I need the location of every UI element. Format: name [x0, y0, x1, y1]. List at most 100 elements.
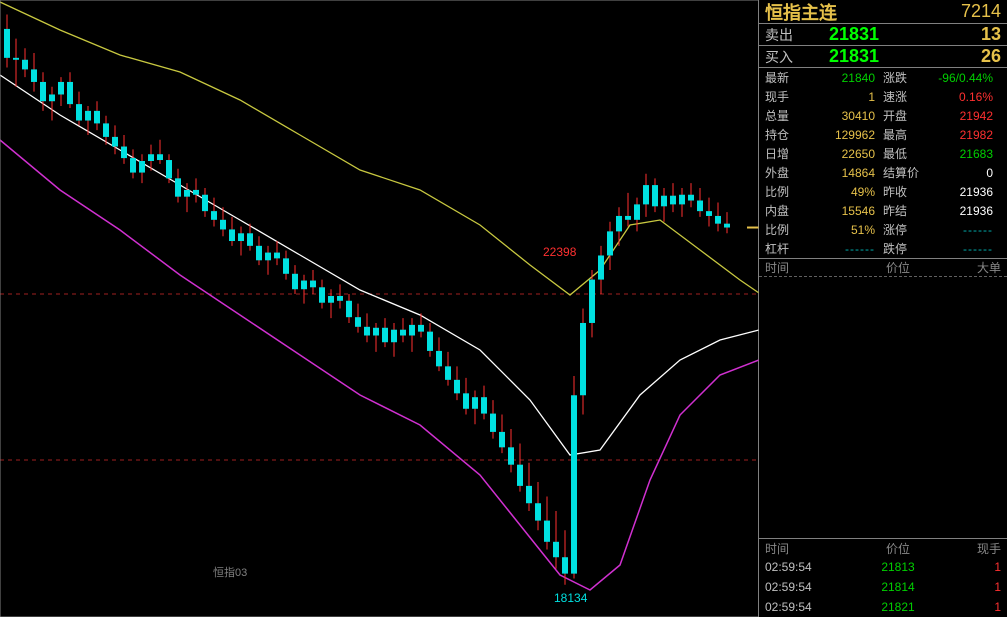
stats-label: 外盘: [765, 164, 805, 181]
stats-value: 49%: [805, 185, 883, 199]
bid-label: 买入: [765, 47, 809, 67]
stats-value: 15546: [805, 204, 883, 218]
stats-cell: 涨停------: [883, 221, 1001, 238]
tick-time: 02:59:54: [765, 600, 845, 614]
stats-grid: 最新21840涨跌-96/0.44%现手1速涨0.16%总量30410开盘219…: [759, 68, 1007, 259]
stats-cell: 最新21840: [765, 69, 883, 86]
stats-label: 杠杆: [765, 240, 805, 257]
stats-label: 开盘: [883, 107, 923, 124]
tick-row: 02:59:54218131: [759, 557, 1007, 577]
stats-value: ------: [805, 242, 883, 256]
tick-header-price: 价位: [845, 259, 951, 276]
stats-cell: 最高21982: [883, 126, 1001, 143]
stats-value: 1: [805, 90, 883, 104]
stats-row: 比例51%涨停------: [759, 220, 1007, 239]
stats-label: 涨跌: [883, 69, 923, 86]
stats-label: 比例: [765, 183, 805, 200]
tick-header-bigorder: 大单: [951, 259, 1001, 276]
stats-row: 最新21840涨跌-96/0.44%: [759, 68, 1007, 87]
tick-rows: 02:59:5421813102:59:5421814102:59:542182…: [759, 557, 1007, 617]
stats-row: 内盘15546昨结21936: [759, 201, 1007, 220]
ask-price: 21831: [809, 24, 961, 45]
stats-row: 总量30410开盘21942: [759, 106, 1007, 125]
stats-label: 速涨: [883, 88, 923, 105]
stats-label: 日增: [765, 145, 805, 162]
stats-label: 昨收: [883, 183, 923, 200]
stats-label: 内盘: [765, 202, 805, 219]
stats-cell: 最低21683: [883, 145, 1001, 162]
tick-footer-vol: 现手: [951, 540, 1001, 557]
stats-label: 结算价: [883, 164, 923, 181]
tick-header-time: 时间: [765, 259, 845, 276]
stats-cell: 开盘21942: [883, 107, 1001, 124]
tick-footer-header: 时间 价位 现手: [759, 539, 1007, 557]
stats-value: 21683: [923, 147, 1001, 161]
stats-cell: 外盘14864: [765, 164, 883, 181]
stats-row: 现手1速涨0.16%: [759, 87, 1007, 106]
stats-value: 51%: [805, 223, 883, 237]
stats-label: 现手: [765, 88, 805, 105]
bid-row: 买入 21831 26: [759, 46, 1007, 68]
chart-area[interactable]: 22398 18134 恒指03: [0, 0, 759, 617]
tick-vol: 1: [951, 600, 1001, 614]
tick-vol: 1: [951, 580, 1001, 594]
bid-price: 21831: [809, 46, 961, 67]
tick-time: 02:59:54: [765, 560, 845, 574]
tick-price: 21821: [845, 600, 951, 614]
stats-value: 21982: [923, 128, 1001, 142]
stats-cell: 昨结21936: [883, 202, 1001, 219]
stats-cell: 比例51%: [765, 221, 883, 238]
tick-row: 02:59:54218211: [759, 597, 1007, 617]
ask-label: 卖出: [765, 25, 809, 45]
ask-volume: 13: [961, 24, 1001, 45]
tick-price: 21814: [845, 580, 951, 594]
stats-cell: 昨收21936: [883, 183, 1001, 200]
stats-value: 22650: [805, 147, 883, 161]
stats-cell: 杠杆------: [765, 240, 883, 257]
stats-label: 最低: [883, 145, 923, 162]
stats-value: 129962: [805, 128, 883, 142]
stats-cell: 现手1: [765, 88, 883, 105]
stats-label: 持仓: [765, 126, 805, 143]
svg-text:22398: 22398: [543, 245, 577, 259]
stats-label: 最新: [765, 69, 805, 86]
svg-text:恒指03: 恒指03: [213, 565, 247, 579]
bid-volume: 26: [961, 46, 1001, 67]
stats-cell: 总量30410: [765, 107, 883, 124]
stats-cell: 内盘15546: [765, 202, 883, 219]
instrument-title-row: 恒指主连 7214: [759, 0, 1007, 24]
stats-cell: 涨跌-96/0.44%: [883, 69, 1001, 86]
stats-value: 14864: [805, 166, 883, 180]
main-container: 22398 18134 恒指03 恒指主连 7214 卖出 21831 13 买入 …: [0, 0, 1007, 617]
stats-label: 跌停: [883, 240, 923, 257]
stats-cell: 结算价0: [883, 164, 1001, 181]
chart-svg: 22398 18134 恒指03: [0, 0, 759, 617]
svg-text:18134: 18134: [554, 591, 588, 605]
stats-value: ------: [923, 242, 1001, 256]
stats-value: -96/0.44%: [923, 71, 1001, 85]
stats-row: 持仓129962最高21982: [759, 125, 1007, 144]
instrument-name: 恒指主连: [765, 0, 961, 25]
stats-cell: 速涨0.16%: [883, 88, 1001, 105]
stats-cell: 跌停------: [883, 240, 1001, 257]
sidebar: 恒指主连 7214 卖出 21831 13 买入 21831 26 最新2184…: [759, 0, 1007, 617]
stats-row: 日增22650最低21683: [759, 144, 1007, 163]
stats-label: 涨停: [883, 221, 923, 238]
stats-value: 21936: [923, 185, 1001, 199]
stats-value: 30410: [805, 109, 883, 123]
tick-blank-area: [759, 277, 1007, 539]
stats-value: 21840: [805, 71, 883, 85]
stats-value: 21942: [923, 109, 1001, 123]
tick-row: 02:59:54218141: [759, 577, 1007, 597]
stats-label: 比例: [765, 221, 805, 238]
stats-value: 0.16%: [923, 90, 1001, 104]
tick-vol: 1: [951, 560, 1001, 574]
ask-row: 卖出 21831 13: [759, 24, 1007, 46]
tick-price: 21813: [845, 560, 951, 574]
stats-value: ------: [923, 223, 1001, 237]
stats-cell: 持仓129962: [765, 126, 883, 143]
stats-row: 比例49%昨收21936: [759, 182, 1007, 201]
stats-value: 0: [923, 166, 1001, 180]
stats-cell: 日增22650: [765, 145, 883, 162]
stats-cell: 比例49%: [765, 183, 883, 200]
